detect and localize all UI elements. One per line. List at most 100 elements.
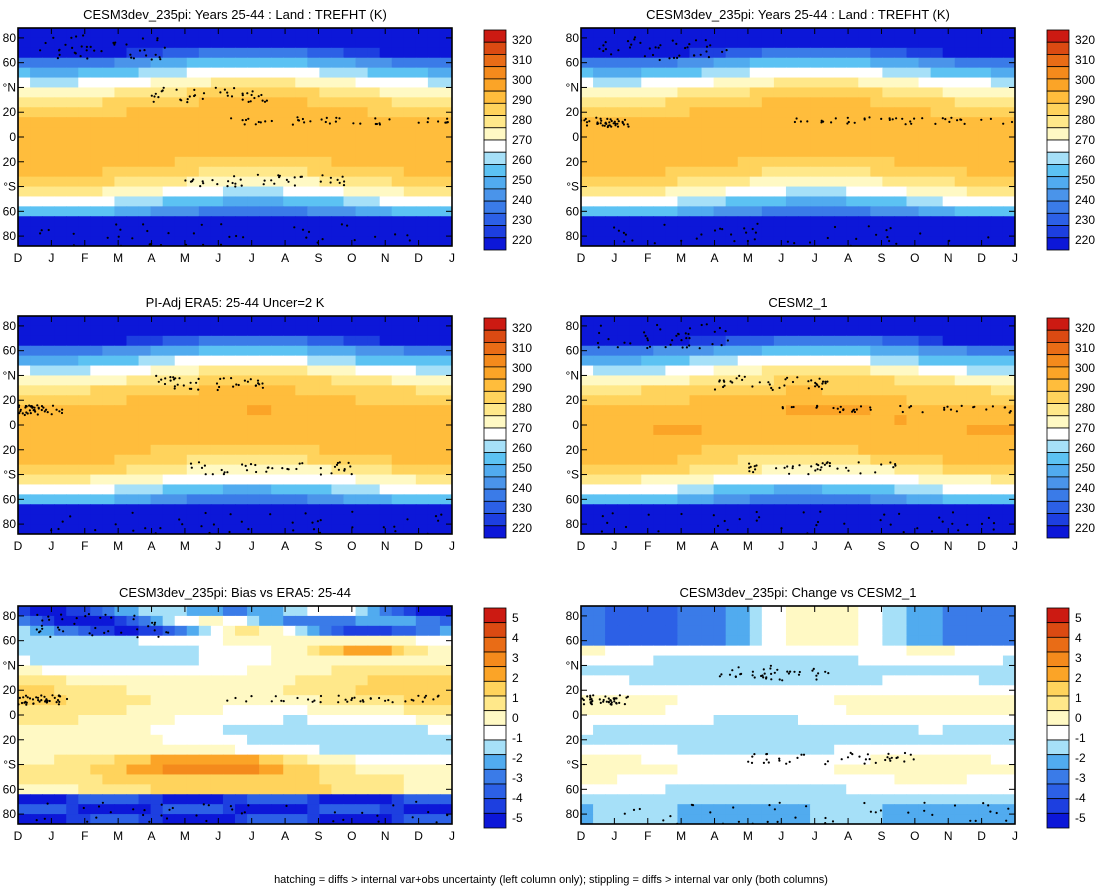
heatmap-cell: [127, 226, 140, 237]
heatmap-cell: [151, 78, 164, 89]
heatmap-cell: [42, 366, 55, 377]
heatmap-cell: [955, 475, 968, 486]
heatmap-cell: [653, 316, 666, 327]
heatmap-cell: [404, 514, 417, 525]
heatmap-cell: [66, 455, 79, 466]
heatmap-cell: [786, 514, 799, 525]
heatmap-cell: [90, 356, 103, 367]
heatmap-cell: [187, 765, 200, 776]
heatmap-cell: [894, 465, 907, 476]
heatmap-cell: [979, 236, 992, 247]
heatmap-cell: [127, 755, 140, 766]
heatmap-cell: [187, 196, 200, 207]
heatmap-cell: [66, 87, 79, 98]
heatmap-cell: [870, 494, 883, 505]
heatmap-cell: [440, 755, 453, 766]
heatmap-cell: [653, 68, 666, 79]
heatmap-cell: [319, 196, 332, 207]
heatmap-cell: [380, 715, 393, 726]
heatmap-cell: [943, 97, 956, 108]
colorbar-label: 280: [512, 401, 532, 415]
stipple-dot: [39, 232, 41, 234]
heatmap-cell: [919, 326, 932, 337]
stipple-dot: [142, 223, 144, 225]
heatmap-cell: [151, 68, 164, 79]
stipple-dot: [730, 233, 732, 235]
heatmap-cell: [416, 626, 429, 637]
stipple-dot: [821, 383, 823, 385]
heatmap-cell: [54, 435, 67, 446]
heatmap-cell: [786, 107, 799, 118]
stipple-dot: [202, 98, 204, 100]
stipple-dot: [281, 467, 283, 469]
heatmap-cell: [738, 465, 751, 476]
stipple-dot: [119, 229, 121, 231]
stipple-dot: [943, 407, 945, 409]
heatmap-cell: [858, 87, 871, 98]
heatmap-cell: [665, 484, 678, 495]
heatmap-cell: [319, 455, 332, 466]
heatmap-cell: [416, 675, 429, 686]
heatmap-cell: [18, 97, 31, 108]
heatmap-cell: [54, 107, 67, 118]
heatmap-cell: [822, 465, 835, 476]
colorbar-label: 310: [1075, 341, 1095, 355]
heatmap-cell: [211, 494, 224, 505]
heatmap-cell: [786, 326, 799, 337]
heatmap-cell: [271, 735, 284, 746]
heatmap-cell: [211, 87, 224, 98]
heatmap-cell: [54, 38, 67, 49]
heatmap-cell: [283, 395, 296, 406]
heatmap-cell: [858, 48, 871, 59]
heatmap-cell: [139, 216, 152, 227]
heatmap-cell: [368, 157, 381, 168]
heatmap-cell: [955, 107, 968, 118]
heatmap-cell: [283, 216, 296, 227]
heatmap-cell: [690, 78, 703, 89]
stipple-dot: [329, 122, 331, 124]
heatmap-cell: [882, 78, 895, 89]
heatmap-cell: [356, 685, 369, 696]
heatmap-cell: [629, 445, 642, 456]
colorbar-swatch: [484, 379, 506, 391]
heatmap-cell: [979, 206, 992, 217]
heatmap-cell: [750, 28, 763, 39]
heatmap-cell: [428, 395, 441, 406]
heatmap-cell: [211, 147, 224, 158]
heatmap-cell: [380, 425, 393, 436]
heatmap-cell: [247, 774, 260, 785]
heatmap-cell: [102, 494, 115, 505]
heatmap-cell: [738, 524, 751, 535]
colorbar-swatch: [1047, 465, 1069, 477]
heatmap-cell: [211, 445, 224, 456]
heatmap-cell: [235, 385, 248, 396]
colorbar-swatch: [484, 428, 506, 440]
heatmap-cell: [211, 78, 224, 89]
stipple-dot: [180, 99, 182, 101]
heatmap-cell: [163, 385, 176, 396]
heatmap-cell: [66, 107, 79, 118]
heatmap-cell: [605, 494, 618, 505]
heatmap-cell: [90, 216, 103, 227]
heatmap-cell: [967, 316, 980, 327]
colorbar-swatch: [484, 91, 506, 103]
heatmap-cell: [641, 147, 654, 158]
heatmap-cell: [991, 58, 1004, 69]
heatmap-cell: [677, 196, 690, 207]
heatmap-cell: [677, 385, 690, 396]
heatmap-cell: [175, 147, 188, 158]
heatmap-cell: [641, 475, 654, 486]
heatmap-cell: [798, 415, 811, 426]
heatmap-cell: [750, 504, 763, 515]
colorbar-swatch: [1047, 42, 1069, 54]
heatmap-cell: [931, 415, 944, 426]
heatmap-cell: [380, 107, 393, 118]
heatmap-cell: [151, 326, 164, 337]
heatmap-cell: [1003, 177, 1016, 188]
heatmap-cell: [834, 425, 847, 436]
heatmap-cell: [834, 206, 847, 217]
heatmap-cell: [78, 415, 91, 426]
heatmap-cell: [295, 78, 308, 89]
heatmap-cell: [163, 705, 176, 716]
heatmap-cell: [247, 48, 260, 59]
